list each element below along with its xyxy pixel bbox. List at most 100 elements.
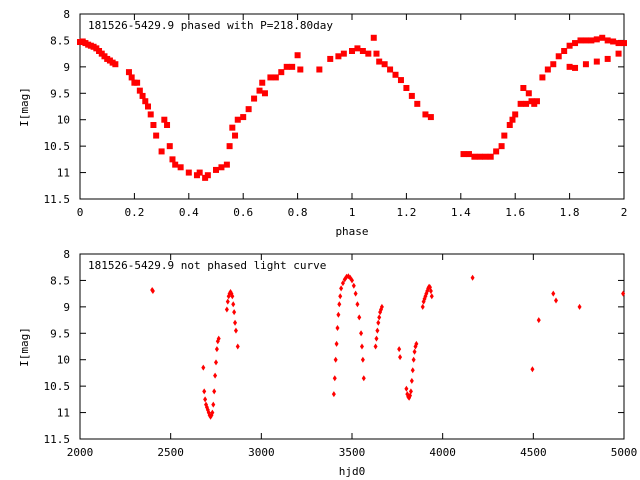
data-point (376, 319, 381, 326)
data-point (153, 132, 160, 139)
data-point (203, 396, 208, 403)
data-point (142, 98, 149, 105)
data-point (316, 66, 323, 73)
data-point (566, 42, 573, 49)
data-point (610, 38, 617, 45)
data-point (593, 58, 600, 65)
data-point (487, 153, 494, 160)
data-point (340, 50, 347, 57)
data-point (339, 285, 344, 292)
data-point (375, 327, 380, 334)
plot-frame (79, 13, 625, 200)
data-point (169, 156, 176, 163)
x-axis-label: hjd0 (339, 465, 366, 478)
data-point (336, 311, 341, 318)
data-point (354, 45, 361, 52)
x-tick-label: 0.4 (179, 206, 199, 219)
data-point (335, 53, 342, 60)
data-point (150, 122, 157, 128)
data-points (77, 34, 627, 181)
data-point (525, 90, 532, 97)
data-point (214, 359, 218, 366)
data-point (414, 340, 419, 347)
x-tick-label: 0.2 (124, 206, 144, 219)
data-point (145, 103, 151, 110)
data-point (278, 69, 285, 76)
data-point (460, 151, 467, 158)
data-point (213, 166, 219, 173)
data-point (379, 303, 384, 310)
data-point (410, 367, 415, 374)
data-point (202, 388, 207, 395)
data-point (210, 409, 215, 416)
y-tick-label: 8.5 (50, 34, 70, 47)
data-point (204, 172, 211, 179)
data-point (331, 391, 336, 398)
data-point (211, 401, 216, 408)
data-point (283, 63, 290, 70)
data-point (297, 66, 304, 73)
data-point (588, 37, 595, 44)
data-point (604, 37, 611, 44)
x-axis-ticks: 2000 2500 3000 3500 4000 4500 5000 (67, 254, 637, 459)
data-point (327, 55, 334, 62)
data-point (232, 309, 237, 316)
y-tick-label: 11.5 (44, 193, 71, 206)
data-point (604, 55, 611, 62)
data-point (465, 151, 472, 158)
data-point (136, 87, 143, 94)
y-axis-ticks: 8 8.5 9 9.5 10 10.5 11 11.5 (44, 8, 624, 206)
data-point (333, 356, 338, 363)
data-point (403, 85, 410, 91)
y-tick-label: 8.5 (50, 274, 70, 287)
data-point (398, 354, 403, 361)
data-point (408, 388, 413, 395)
data-point (493, 148, 500, 155)
data-point (498, 143, 505, 150)
data-point (392, 71, 399, 78)
data-point (359, 343, 364, 350)
data-point (213, 372, 218, 379)
data-point (370, 34, 377, 41)
data-point (566, 63, 573, 70)
data-point (476, 153, 483, 160)
x-axis-ticks: 0 0.2 0.4 0.6 0.8 1 1.2 1.4 1.6 1.8 2 (77, 14, 628, 219)
data-point (530, 366, 535, 373)
y-axis-label: I[mag] (18, 87, 31, 127)
data-point (536, 317, 541, 324)
data-point (381, 61, 388, 68)
y-tick-label: 8 (63, 8, 70, 21)
y-tick-label: 10.5 (44, 140, 71, 153)
data-point (212, 388, 217, 395)
data-point (231, 301, 236, 308)
data-point (267, 74, 274, 81)
x-tick-label: 2000 (67, 446, 94, 459)
y-tick-label: 10 (57, 114, 70, 127)
data-point (512, 111, 519, 118)
y-tick-label: 8 (63, 248, 70, 261)
unphased-light-curve-panel: 2000 2500 3000 3500 4000 4500 5000 8 8.5 9 9.5 10 1… (18, 248, 637, 478)
data-point (582, 61, 589, 68)
data-point (233, 319, 238, 326)
data-point (139, 92, 146, 99)
data-point (420, 303, 425, 310)
x-tick-label: 1 (349, 206, 356, 219)
data-point (409, 377, 414, 384)
data-point (577, 37, 584, 44)
y-tick-label: 11 (57, 167, 70, 180)
data-point (470, 274, 475, 281)
data-point (523, 100, 530, 107)
data-point (128, 74, 135, 81)
data-point (201, 364, 206, 371)
data-points (150, 273, 626, 420)
data-point (373, 50, 380, 57)
data-point (337, 301, 342, 308)
x-tick-label: 2 (621, 206, 628, 219)
data-point (397, 346, 402, 353)
data-point (218, 164, 225, 171)
data-point (272, 74, 279, 81)
data-point (365, 50, 372, 57)
data-point (539, 74, 546, 81)
data-point (353, 290, 358, 297)
x-tick-label: 1.8 (560, 206, 580, 219)
